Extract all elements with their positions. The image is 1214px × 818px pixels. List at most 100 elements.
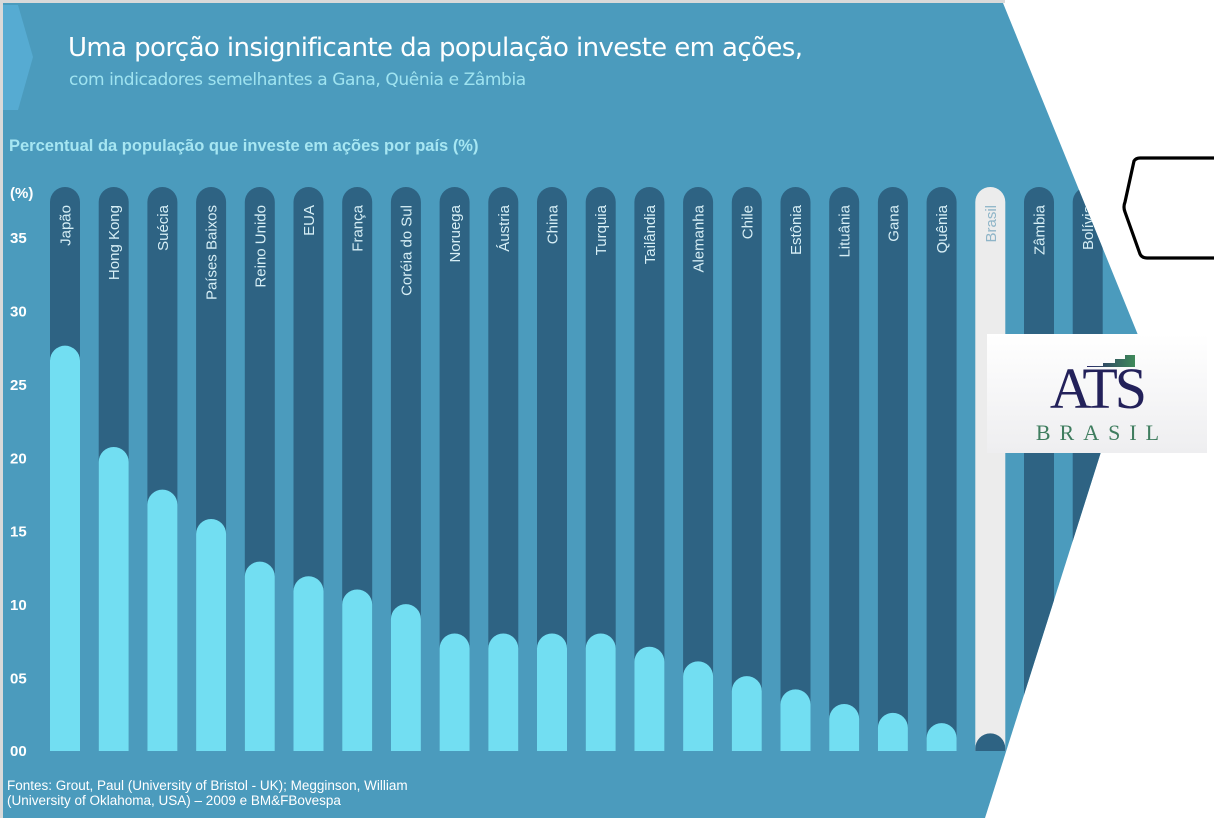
hexagon-icon[interactable] <box>1120 154 1214 264</box>
bar-group: Zâmbia <box>1024 187 1054 751</box>
bar-group: China <box>537 187 567 751</box>
bar-group: EUA <box>293 187 324 751</box>
bar-group: Reino Unido <box>244 187 275 751</box>
x-category-label: Coréia do Sul <box>398 205 415 296</box>
y-axis: (%) 00 05 10 15 20 25 30 35 <box>10 185 33 760</box>
bar <box>585 633 616 751</box>
bar <box>342 589 373 751</box>
bar-group: França <box>342 187 373 751</box>
x-category-label: Japão <box>58 205 75 246</box>
bar-track <box>683 187 714 751</box>
bar <box>439 633 470 751</box>
bar <box>98 447 129 751</box>
x-category-label: Hong Kong <box>106 205 123 280</box>
y-tick-label: 10 <box>10 597 27 614</box>
x-category-label: Brasil <box>983 205 1000 243</box>
page-subtitle: com indicadores semelhantes a Gana, Quên… <box>69 70 526 90</box>
bar-group: Bolívia <box>1072 187 1103 751</box>
bar-track <box>488 187 519 751</box>
x-category-label: Bolívia <box>1080 204 1097 250</box>
bar <box>780 689 811 751</box>
bar-group: Turquia <box>585 187 616 751</box>
source-note: Fontes: Grout, Paul (University of Brist… <box>7 778 408 808</box>
source-line-1: Fontes: Grout, Paul (University of Brist… <box>7 778 408 793</box>
logo-brasil-text: BRASIL <box>1035 420 1169 445</box>
bar <box>634 646 665 751</box>
arrow-decoration <box>3 5 33 110</box>
y-tick-label: 05 <box>10 671 27 688</box>
x-category-label: Estônia <box>788 204 805 255</box>
bar <box>244 561 275 751</box>
bar-group: Noruega <box>439 187 470 751</box>
y-tick-label: 15 <box>10 524 27 541</box>
y-tick-label: 30 <box>10 303 27 320</box>
bar-group: Chile <box>731 187 762 751</box>
bar-group: Quênia <box>926 187 957 751</box>
x-category-label: Turquia <box>593 204 610 255</box>
bar <box>390 604 421 751</box>
bar <box>537 633 567 751</box>
x-category-label: Gana <box>885 204 902 241</box>
bar-track <box>537 187 567 751</box>
bar <box>877 712 908 751</box>
x-category-label: Países Baixos <box>204 205 221 300</box>
bar-track <box>439 187 470 751</box>
x-category-label: Alemanha <box>691 204 708 272</box>
x-category-label: França <box>350 204 367 251</box>
chart-title: Percentual da população que investe em a… <box>9 137 479 155</box>
bar-group: Lituânia <box>829 187 860 751</box>
bar-group: Brasil <box>975 187 1006 751</box>
logo-ats-text: ATS <box>1049 356 1147 421</box>
bar-track <box>1024 187 1054 751</box>
x-category-label: Noruega <box>447 204 464 262</box>
y-tick-label: 20 <box>10 450 27 467</box>
bar-group: Países Baixos <box>196 187 227 751</box>
bar <box>926 723 957 751</box>
bar <box>829 704 860 751</box>
bar-group: Gana <box>877 187 908 751</box>
x-category-label: Quênia <box>934 204 951 253</box>
ats-brasil-logo: ATS BRASIL <box>987 334 1207 453</box>
x-category-label: Áustria <box>496 204 513 251</box>
bar-track <box>634 187 665 751</box>
bar-group: Alemanha <box>683 187 714 751</box>
bar-group: Hong Kong <box>98 187 129 751</box>
bar-track <box>731 187 762 751</box>
bars-group: Japão Hong Kong Suécia Países Baixos Reino U… <box>50 187 1103 751</box>
bar-group: Áustria <box>488 187 519 751</box>
x-category-label: EUA <box>301 205 318 236</box>
y-axis-unit-label: (%) <box>10 185 33 202</box>
bar-track <box>829 187 860 751</box>
x-category-label: Suécia <box>155 204 172 251</box>
bar-track <box>585 187 616 751</box>
bar-group: Japão <box>50 187 80 751</box>
bar-track <box>926 187 957 751</box>
bar <box>975 733 1006 751</box>
y-tick-label: 00 <box>10 743 27 760</box>
page-title: Uma porção insignificante da população i… <box>68 33 803 63</box>
y-tick-label: 25 <box>10 377 27 394</box>
x-category-label: Chile <box>739 205 756 239</box>
bar <box>147 489 178 751</box>
x-category-label: Reino Unido <box>252 205 269 288</box>
y-tick-label: 35 <box>10 230 27 247</box>
bar-group: Coréia do Sul <box>390 187 421 751</box>
bar <box>683 661 714 751</box>
frame-top-edge <box>0 0 1005 3</box>
bar-group: Suécia <box>147 187 178 751</box>
bar-track <box>975 187 1006 751</box>
bar <box>731 676 762 751</box>
x-category-label: China <box>545 204 562 244</box>
bar-track <box>780 187 811 751</box>
bar <box>196 518 227 751</box>
logo-steps-icon <box>1087 355 1135 367</box>
x-category-label: Tailândia <box>642 204 659 264</box>
bar-group: Estônia <box>780 187 811 751</box>
x-category-label: Lituânia <box>837 204 854 257</box>
bar <box>50 345 80 751</box>
bar-track <box>877 187 908 751</box>
bar-track <box>1072 187 1103 751</box>
bar <box>488 633 519 751</box>
frame-left-edge <box>0 0 4 818</box>
